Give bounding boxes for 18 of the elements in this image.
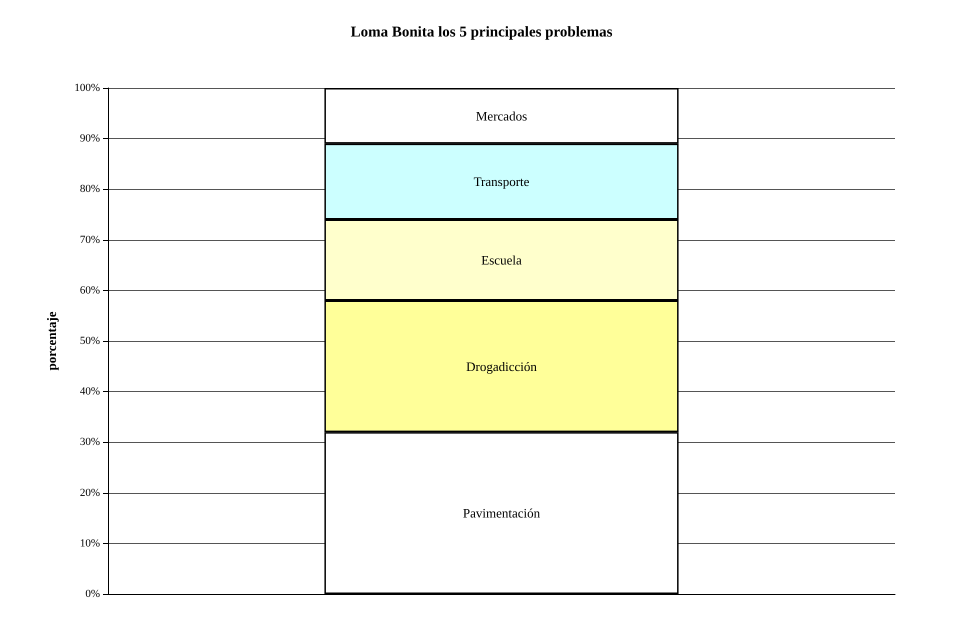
y-tick-label: 0% bbox=[85, 588, 100, 600]
y-tick-label: 40% bbox=[80, 386, 100, 398]
y-tick-label: 30% bbox=[80, 436, 100, 448]
chart-title: Loma Bonita los 5 principales problemas bbox=[350, 24, 613, 40]
y-tick-label: 20% bbox=[80, 486, 100, 499]
y-axis-title: porcentaje bbox=[44, 311, 59, 370]
y-tick-label: 80% bbox=[80, 183, 100, 196]
series-label: Escuela bbox=[481, 252, 522, 268]
series-label: Transporte bbox=[474, 174, 530, 190]
series-label: Pavimentación bbox=[462, 506, 541, 521]
y-tick-label: 10% bbox=[80, 537, 100, 550]
series-label: Drogadicción bbox=[466, 358, 538, 374]
y-tick-label: 60% bbox=[80, 284, 100, 296]
y-tick-label: 90% bbox=[80, 132, 100, 145]
series-label: Mercados bbox=[476, 108, 528, 124]
y-tick-label: 100% bbox=[74, 82, 100, 94]
y-tick-label: 70% bbox=[80, 234, 100, 246]
y-tick-label: 50% bbox=[80, 335, 100, 347]
